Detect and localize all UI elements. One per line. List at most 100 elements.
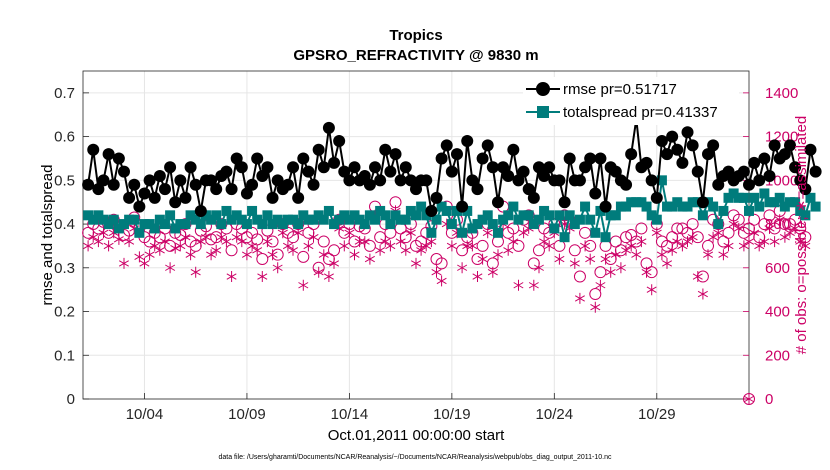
- totalspread-point: [93, 210, 104, 221]
- y-right-tick-label: 200: [765, 347, 790, 364]
- rmse-point: [123, 191, 136, 204]
- rmse-point: [235, 161, 248, 174]
- rmse-point: [778, 148, 791, 161]
- totalspread-point: [359, 219, 370, 230]
- totalspread-point: [277, 219, 288, 230]
- rmse-point: [369, 161, 382, 174]
- rmse-point: [210, 183, 223, 196]
- assimilated-point: [580, 240, 591, 252]
- rmse-point: [471, 183, 484, 196]
- legend-spread-marker: [537, 106, 549, 118]
- assimilated-point: [344, 227, 355, 239]
- totalspread-point: [636, 197, 647, 208]
- totalspread-point: [165, 210, 176, 221]
- rmse-point: [256, 169, 269, 182]
- rmse-point: [491, 196, 504, 209]
- assimilated-point: [221, 236, 232, 248]
- totalspread-point: [713, 219, 724, 230]
- rmse-point: [158, 183, 171, 196]
- totalspread-point: [375, 205, 386, 216]
- rmse-point: [661, 148, 674, 161]
- totalspread-point: [564, 210, 575, 221]
- rmse-point: [676, 156, 689, 169]
- assimilated-point: [267, 249, 278, 261]
- assimilated-point: [533, 262, 544, 274]
- rmse-point: [333, 134, 346, 147]
- rmse-point: [266, 191, 279, 204]
- rmse-point: [507, 143, 520, 156]
- rmse-point: [584, 152, 597, 165]
- rmse-point: [538, 169, 551, 182]
- totalspread-point: [764, 197, 775, 208]
- totalspread-point: [697, 210, 708, 221]
- totalspread-point: [723, 192, 734, 203]
- rmse-point: [271, 174, 284, 187]
- assimilated-point: [354, 236, 365, 248]
- totalspread-point: [749, 192, 760, 203]
- assimilated-point: [769, 236, 780, 248]
- corner-assimilated-marker: [743, 393, 755, 405]
- totalspread-point: [651, 214, 662, 225]
- rmse-point: [527, 191, 540, 204]
- possible-point: [573, 270, 586, 283]
- y-left-tick-label: 0: [67, 391, 75, 408]
- assimilated-point: [349, 249, 360, 261]
- assimilated-point: [692, 271, 703, 282]
- totalspread-point: [774, 192, 785, 203]
- assimilated-point: [226, 271, 237, 282]
- assimilated-point: [446, 240, 457, 252]
- totalspread-point: [662, 201, 673, 212]
- possible-point: [589, 288, 602, 301]
- assimilated-point: [139, 257, 150, 269]
- assimilated-point: [308, 231, 319, 243]
- possible-point: [763, 209, 776, 222]
- assimilated-point: [569, 257, 580, 269]
- assimilated-point: [165, 262, 176, 274]
- totalspread-point: [431, 214, 442, 225]
- rmse-point: [287, 161, 300, 174]
- y-axis-left-label: rmse and totalspread: [39, 165, 56, 306]
- assimilated-point: [329, 257, 340, 269]
- rmse-point: [128, 178, 141, 191]
- rmse-point: [174, 174, 187, 187]
- totalspread-point: [390, 210, 401, 221]
- rmse-point: [794, 174, 807, 187]
- assimilated-point: [236, 236, 247, 248]
- rmse-point: [502, 169, 515, 182]
- totalspread-point: [600, 232, 611, 243]
- assimilated-point: [282, 240, 293, 252]
- rmse-point: [230, 152, 243, 165]
- totalspread-point: [615, 201, 626, 212]
- assimilated-point: [426, 236, 437, 248]
- assimilated-point: [513, 279, 524, 291]
- totalspread-point: [267, 219, 278, 230]
- rmse-point: [517, 165, 530, 178]
- assimilated-point: [144, 249, 155, 261]
- totalspread-point: [334, 214, 345, 225]
- totalspread-point: [303, 214, 314, 225]
- assimilated-point: [395, 236, 406, 248]
- possible-point: [328, 244, 341, 257]
- assimilated-point: [708, 231, 719, 243]
- y-left-tick-label: 0.2: [54, 304, 75, 321]
- y-left-tick-label: 0.5: [54, 172, 75, 189]
- rmse-point: [707, 139, 720, 152]
- possible-point: [553, 239, 566, 252]
- totalspread-point: [298, 210, 309, 221]
- assimilated-point: [585, 253, 596, 265]
- assimilated-point: [723, 240, 734, 252]
- rmse-point: [184, 161, 197, 174]
- totalspread-point: [180, 219, 191, 230]
- assimilated-point: [88, 231, 99, 243]
- assimilated-point: [416, 244, 427, 256]
- totalspread-point: [308, 214, 319, 225]
- rmse-point: [179, 191, 192, 204]
- totalspread-point: [800, 210, 811, 221]
- rmse-point: [420, 174, 433, 187]
- rmse-point: [297, 152, 310, 165]
- rmse-point: [440, 139, 453, 152]
- totalspread-point: [718, 205, 729, 216]
- rmse-point: [425, 204, 438, 217]
- assimilated-point: [790, 222, 801, 234]
- totalspread-point: [441, 205, 452, 216]
